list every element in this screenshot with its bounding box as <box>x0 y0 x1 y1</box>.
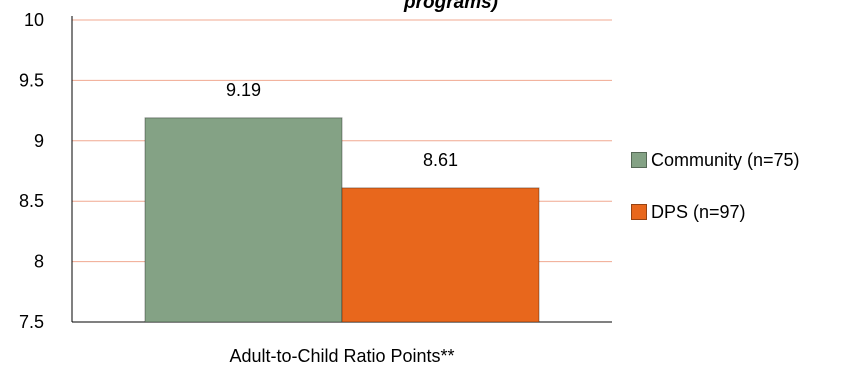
legend: Community (n=75) DPS (n=97) <box>631 148 856 252</box>
y-axis-tick-labels: 7.5 8 8.5 9 9.5 10 <box>19 10 44 332</box>
legend-item-community: Community (n=75) <box>631 148 856 172</box>
data-label-0: 9.19 <box>226 80 261 100</box>
legend-label-community: Community (n=75) <box>651 149 800 170</box>
y-tick-label-0: 7.5 <box>19 312 44 332</box>
y-tick-label-2: 8.5 <box>19 191 44 211</box>
data-label-1: 8.61 <box>423 150 458 170</box>
y-tick-label-1: 8 <box>34 252 44 272</box>
x-axis-category-label: Adult-to-Child Ratio Points** <box>229 346 454 366</box>
y-tick-label-5: 10 <box>24 10 44 30</box>
bar-0 <box>144 117 343 323</box>
data-labels: 9.19 8.61 <box>226 80 458 170</box>
y-tick-label-3: 9 <box>34 131 44 151</box>
y-tick-label-4: 9.5 <box>19 70 44 90</box>
legend-swatch-community <box>631 152 647 168</box>
bars <box>144 117 540 323</box>
legend-item-dps: DPS (n=97) <box>631 200 856 224</box>
chart-title-fragment: programs) <box>403 0 498 13</box>
bar-1 <box>341 187 540 323</box>
legend-swatch-dps <box>631 204 647 220</box>
legend-label-dps: DPS (n=97) <box>651 201 746 222</box>
